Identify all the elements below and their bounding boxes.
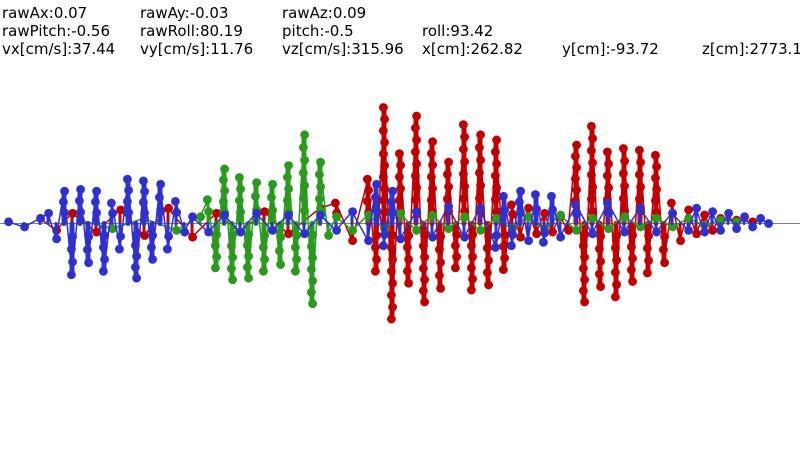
green-signal-point [308,230,317,240]
z-position-readout: z[cm]:2773.15 [702,40,800,58]
red-signal-point [436,258,445,267]
raw-ax-readout: rawAx:0.07 [2,4,88,22]
roll-readout: roll:93.42 [422,22,494,40]
green-signal-point [299,193,308,203]
red-signal-point [388,278,397,288]
red-signal-point [380,207,389,217]
red-signal-point [379,195,388,205]
red-signal-point [388,231,397,240]
red-signal-point [588,206,597,216]
vz-readout: vz[cm/s]:315.96 [282,40,404,58]
sensor-readout-panel: rawAx:0.07 rawAy:-0.03 rawAz:0.09 rawPit… [0,0,800,60]
red-signal-point [387,243,396,252]
red-signal-point [372,231,381,240]
red-signal-point [411,195,420,205]
blue-signal-series [4,174,773,283]
raw-ay-readout: rawAy:-0.03 [140,4,229,22]
red-signal-trace [39,107,753,320]
red-signal-point [411,147,420,157]
vx-readout: vx[cm/s]:37.44 [2,40,116,58]
blue-signal-trace [7,179,769,279]
raw-pitch-readout: rawPitch:-0.56 [2,22,111,40]
blue-signal-point [492,231,501,240]
vy-readout: vy[cm/s]:11.76 [140,40,254,58]
green-signal-point [291,243,300,252]
red-signal-point [371,243,380,252]
red-signal-point [451,241,460,251]
raw-az-readout: rawAz:0.09 [282,4,367,22]
green-signal-trace [79,134,737,304]
signal-plot [0,103,800,324]
green-signal-point [315,194,324,204]
red-signal-point [499,242,508,251]
red-signal-point [579,263,588,273]
blue-signal-point [764,219,773,228]
y-position-readout: y[cm]:-93.72 [562,40,659,58]
plot-series-layer [4,103,773,324]
blue-signal-point [100,231,109,240]
red-signal-point [459,194,468,204]
green-signal-point [204,207,214,216]
red-signal-point [572,185,581,195]
blue-signal-point [572,209,581,219]
pitch-readout: pitch:-0.5 [282,22,354,40]
x-position-readout: x[cm]:262.82 [422,40,523,58]
raw-roll-readout: rawRoll:80.19 [140,22,243,40]
red-signal-point [500,253,509,263]
blue-signal-point [604,208,613,218]
red-signal-point [492,207,501,216]
red-signal-point [652,207,661,217]
